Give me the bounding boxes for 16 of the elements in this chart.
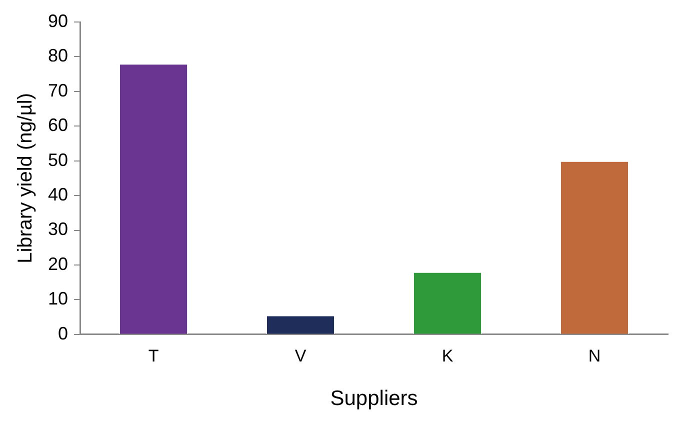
y-tick-label: 0	[58, 323, 68, 344]
y-tick-label: 70	[48, 80, 68, 100]
y-tick-label: 10	[48, 288, 68, 309]
y-tick-label: 40	[48, 184, 68, 205]
y-tick-label: 80	[48, 46, 68, 66]
x-tick-label: K	[442, 346, 454, 366]
y-tick-label: 50	[48, 150, 68, 170]
y-tick-label: 60	[48, 115, 68, 136]
x-tick-label: N	[588, 346, 601, 366]
y-tick-label: 90	[48, 10, 68, 31]
x-tick-label: V	[294, 346, 307, 366]
y-tick-label: 20	[48, 254, 68, 274]
y-tick-label: 30	[48, 219, 68, 240]
y-axis-title: Library yield (ng/µl)	[14, 92, 37, 264]
x-tick-label: T	[148, 346, 159, 366]
x-axis-title: Suppliers	[330, 387, 418, 410]
